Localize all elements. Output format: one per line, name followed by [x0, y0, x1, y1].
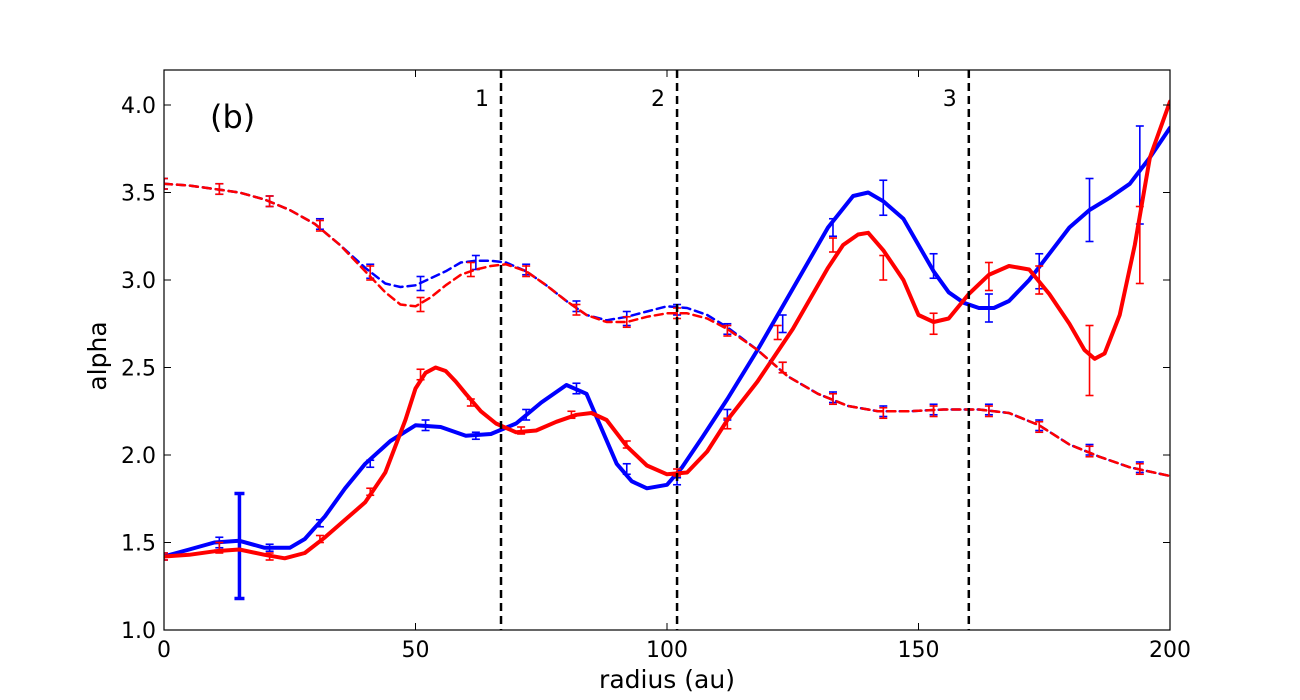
- error-bar: [1085, 324, 1094, 397]
- error-bar: [984, 261, 993, 292]
- error-bar: [265, 543, 274, 553]
- error-bar: [315, 534, 324, 544]
- error-bar: [366, 459, 375, 469]
- error-bar: [421, 419, 430, 432]
- error-bar: [778, 314, 787, 334]
- x-tick-label: 50: [402, 638, 430, 663]
- error-bar: [929, 252, 938, 280]
- x-axis-label: radius (au): [599, 665, 735, 694]
- marker-label-1: 1: [475, 87, 489, 112]
- error-bar: [265, 552, 274, 561]
- error-bar: [466, 261, 475, 278]
- y-axis-label: alpha: [83, 321, 112, 390]
- error-bar: [572, 303, 581, 316]
- solid-series-1: [164, 99, 1170, 561]
- error-bar: [416, 275, 425, 292]
- error-bar: [1035, 420, 1044, 434]
- error-bar: [778, 361, 787, 374]
- error-bar: [265, 195, 274, 208]
- y-tick-label: 2.5: [121, 357, 156, 382]
- error-bar: [723, 324, 732, 337]
- error-bar: [1085, 177, 1094, 243]
- y-tick-label: 4.0: [121, 94, 156, 119]
- error-bar: [1135, 462, 1144, 476]
- x-tick-label: 200: [1149, 638, 1191, 663]
- plot-frame: [163, 69, 1171, 631]
- series-layer: [164, 99, 1170, 601]
- error-bar: [828, 237, 837, 253]
- error-bar: [416, 368, 425, 381]
- series-line: [164, 99, 1170, 561]
- error-bar: [773, 324, 782, 341]
- y-tick-label: 1.0: [121, 619, 156, 644]
- error-bar: [567, 410, 576, 420]
- error-bar: [828, 217, 837, 238]
- marker-label-2: 2: [651, 87, 665, 112]
- error-bar: [984, 405, 993, 418]
- error-bar: [879, 406, 888, 420]
- error-bar: [164, 177, 168, 190]
- error-bar: [416, 296, 425, 313]
- error-bar: [471, 431, 480, 441]
- error-bar: [879, 179, 888, 217]
- error-bar: [929, 405, 938, 418]
- error-bar: [1135, 205, 1144, 285]
- error-bar: [366, 265, 375, 281]
- error-bar: [1085, 445, 1094, 458]
- error-bar: [879, 254, 888, 281]
- error-bar: [234, 491, 245, 601]
- dashed-series-3: [164, 177, 1170, 478]
- error-bar: [622, 462, 631, 476]
- x-tick-label: 0: [157, 638, 171, 663]
- solid-series-0: [164, 125, 1170, 601]
- marker-lines: 1 2 3: [475, 70, 971, 630]
- x-tick-label: 150: [898, 638, 940, 663]
- error-bar: [215, 182, 224, 196]
- dashed-series-2: [164, 177, 1170, 478]
- error-bar: [929, 312, 938, 336]
- series-line: [164, 182, 1170, 478]
- error-bar: [215, 541, 224, 554]
- error-bar: [622, 440, 631, 449]
- error-bar: [522, 265, 531, 278]
- error-bar: [984, 293, 993, 323]
- y-tick-label: 2.0: [121, 444, 156, 469]
- error-bar: [315, 518, 324, 528]
- error-bar: [466, 398, 475, 407]
- x-tick-label: 100: [646, 638, 688, 663]
- marker-label-3: 3: [943, 87, 957, 112]
- error-bar: [517, 426, 526, 435]
- panel-label: (b): [210, 98, 255, 136]
- error-bar: [164, 552, 168, 561]
- error-bar: [366, 487, 375, 497]
- y-tick-label: 1.5: [121, 532, 156, 557]
- error-bar: [1035, 265, 1044, 295]
- error-bar: [572, 382, 581, 395]
- error-bar: [522, 408, 531, 421]
- error-bar: [828, 392, 837, 406]
- series-line: [164, 182, 1170, 478]
- error-bar: [315, 219, 324, 232]
- error-bar: [622, 315, 631, 329]
- axes: 0 50 100 150 200 1.0 1.5 2.0 2.5 3.0 3.5 4.0: [121, 70, 1191, 663]
- y-tick-label: 3.0: [121, 269, 156, 294]
- error-bar: [723, 417, 732, 430]
- y-tick-label: 3.5: [121, 182, 156, 207]
- series-line: [164, 125, 1170, 559]
